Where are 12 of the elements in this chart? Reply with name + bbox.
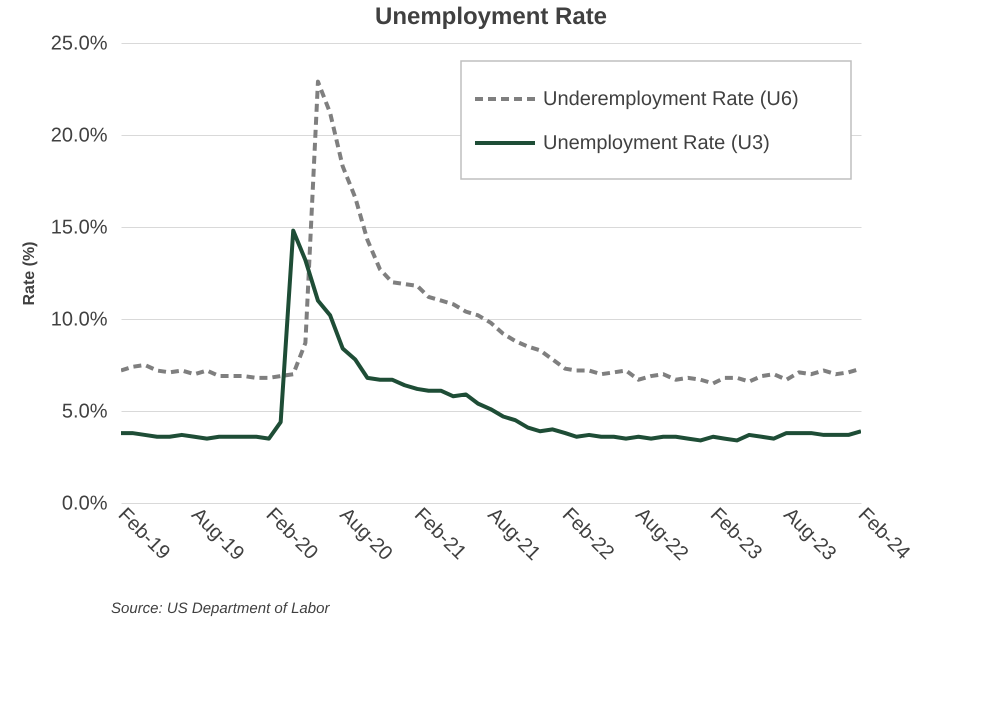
line-series <box>121 228 861 442</box>
legend-label: Underemployment Rate (U6) <box>543 88 799 110</box>
y-axis-title: Rate (%) <box>20 241 38 306</box>
y-tick-label: 20.0% <box>50 124 108 146</box>
y-tick-label: 0.0% <box>62 492 108 514</box>
y-tick-label: 5.0% <box>62 400 108 422</box>
y-tick-label: 10.0% <box>50 308 108 330</box>
y-tick-label: 15.0% <box>50 216 108 238</box>
y-tick-label: 25.0% <box>50 32 108 54</box>
legend-label: Unemployment Rate (U3) <box>543 132 770 154</box>
chart-title: Unemployment Rate <box>374 3 608 30</box>
source-note: Source: US Department of Labor <box>111 600 330 617</box>
